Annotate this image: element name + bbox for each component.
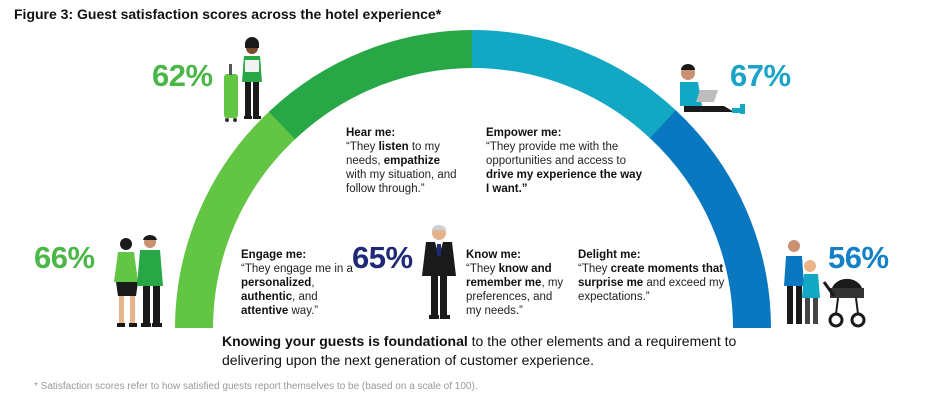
arc-segment-delight [649, 110, 771, 329]
quote-text: “They [346, 141, 379, 153]
quote-emphasis: attentive [241, 305, 289, 317]
quote-text: “They [466, 263, 499, 275]
quote-emphasis: drive my experience the way I want.” [486, 169, 642, 195]
stage-quote: “They listen to my needs, empathize with… [346, 140, 458, 196]
stage-quote: “They provide me with the opportunities … [486, 140, 642, 196]
stage-text-delight: Delight me: “They create moments that sur… [578, 248, 728, 304]
quote-text: “They provide me with the opportunities … [486, 141, 627, 167]
stage-text-hear: Hear me: “They listen to my needs, empath… [346, 126, 458, 196]
score-empower: 67% [730, 58, 791, 93]
quote-text: to my needs, [346, 141, 440, 167]
quote-text: , my preferences, and my needs.” [466, 277, 564, 317]
quote-emphasis: authentic [241, 291, 293, 303]
footnote: * Satisfaction scores refer to how satis… [34, 381, 478, 392]
stage-heading: Empower me: [486, 127, 562, 139]
stage-heading: Engage me: [241, 249, 307, 261]
laptop-user-illustration [680, 64, 745, 114]
stage-heading: Hear me: [346, 127, 396, 139]
stage-text-know: Know me: “They know and remember me, my p… [466, 248, 568, 318]
stage-quote: “They engage me in a personalized, authe… [241, 262, 353, 318]
tagline: Knowing your guests is foundational to t… [222, 332, 762, 370]
couple-illustration [114, 234, 163, 327]
family-illustration [784, 240, 866, 328]
quote-emphasis: personalized [241, 277, 312, 289]
stage-quote: “They know and remember me, my preferenc… [466, 262, 568, 318]
tagline-bold: Knowing your guests is foundational [222, 333, 468, 349]
quote-text: way.” [288, 305, 319, 317]
quote-text: and exceed my expectations.” [578, 277, 725, 303]
arc-segment-engage [175, 109, 297, 329]
stage-heading: Know me: [466, 249, 521, 261]
stage-text-empower: Empower me: “They provide me with the opp… [486, 126, 642, 196]
quote-text: , [311, 277, 315, 289]
arc-segment-empower [471, 29, 678, 140]
quote-emphasis: empathize [383, 155, 440, 167]
tagline-rest: to the other elements and a requirement … [222, 333, 737, 368]
score-know: 65% [352, 240, 413, 275]
score-delight: 56% [828, 240, 889, 275]
stage-quote: “They create moments that surprise me an… [578, 262, 728, 304]
quote-emphasis: listen [378, 141, 409, 153]
score-engage: 66% [34, 240, 95, 275]
quote-text: “They engage me in a [241, 263, 353, 275]
quote-text: , and [292, 291, 318, 303]
traveler-illustration [224, 37, 262, 122]
score-hear: 62% [152, 58, 213, 93]
businessman-illustration [422, 225, 456, 319]
quote-emphasis: know and remember me [466, 263, 552, 289]
quote-text: “They [578, 263, 611, 275]
stage-heading: Delight me: [578, 249, 641, 261]
figure-title: Figure 3: Guest satisfaction scores acro… [14, 6, 442, 22]
arc-segment-hear [268, 29, 475, 140]
quote-emphasis: create moments that surprise me [578, 263, 724, 289]
quote-text: with my situation, and follow through.” [346, 169, 457, 195]
stage-text-engage: Engage me: “They engage me in a personali… [241, 248, 353, 318]
